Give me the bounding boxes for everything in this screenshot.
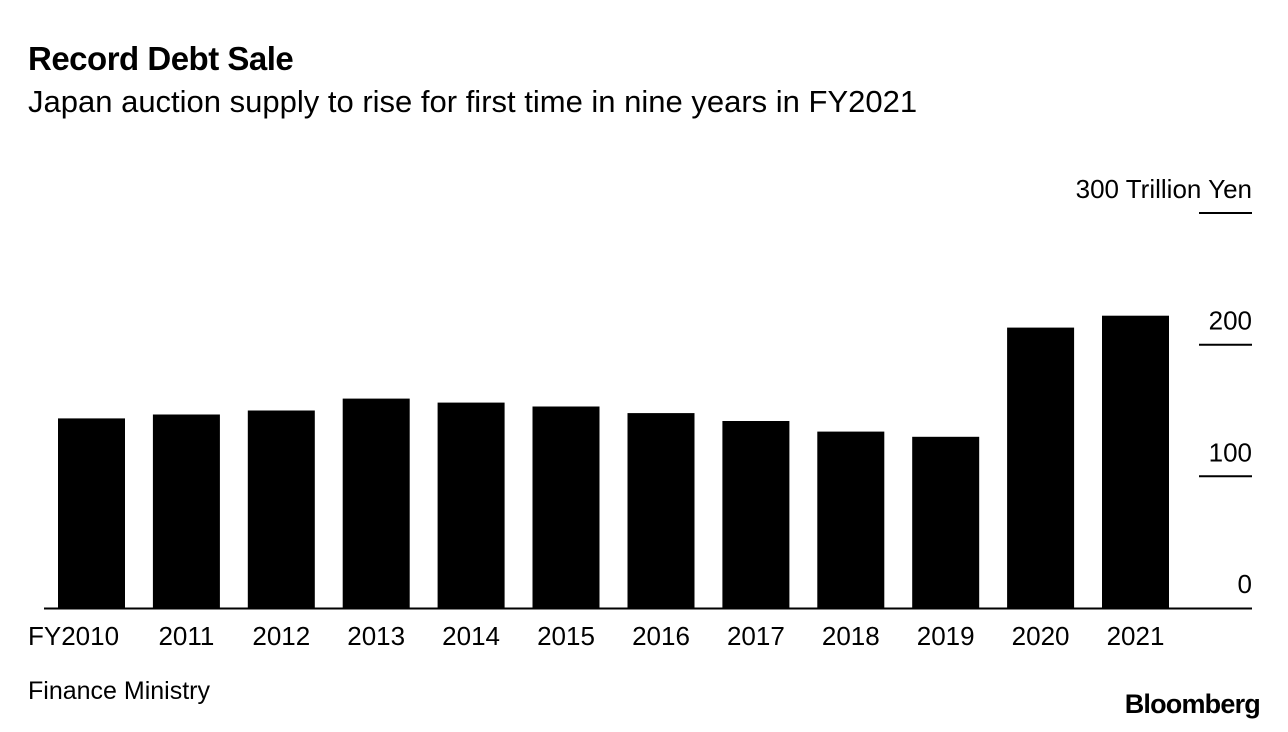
bar-2020 bbox=[1007, 327, 1075, 608]
x-axis: FY2010 2011 2012 2013 2014 2015 2016 2017 2018 20… bbox=[28, 607, 1252, 651]
y-tick-label: 0 bbox=[1238, 569, 1252, 599]
bar-2018 bbox=[817, 431, 885, 608]
chart-title: Record Debt Sale bbox=[28, 40, 294, 77]
x-tick-label: 2016 bbox=[632, 621, 690, 651]
x-tick-label: 2013 bbox=[347, 621, 405, 651]
bar-2016 bbox=[627, 413, 695, 608]
y-tick-label: 100 bbox=[1209, 437, 1252, 467]
x-tick-label: 2012 bbox=[252, 621, 310, 651]
x-tick-label: 2021 bbox=[1107, 621, 1165, 651]
chart-subtitle: Japan auction supply to rise for first t… bbox=[28, 84, 918, 119]
bloomberg-logo: Bloomberg bbox=[1124, 689, 1261, 719]
bars-group bbox=[58, 315, 1169, 608]
bar-2015 bbox=[532, 406, 600, 608]
y-tick-label: 300 Trillion Yen bbox=[1076, 174, 1252, 204]
x-tick-label: 2019 bbox=[917, 621, 975, 651]
bar-2021 bbox=[1102, 315, 1169, 608]
x-tick-label: 2011 bbox=[158, 621, 214, 651]
bar-2013 bbox=[342, 398, 410, 608]
bar-2014 bbox=[437, 402, 505, 608]
bar-2017 bbox=[722, 421, 790, 608]
x-tick-label: 2015 bbox=[537, 621, 595, 651]
x-tick-label: FY2010 bbox=[28, 621, 119, 651]
source-note: Finance Ministry bbox=[28, 677, 210, 705]
bar-2012 bbox=[247, 410, 315, 608]
bar-2011 bbox=[152, 414, 220, 608]
bar-2019 bbox=[912, 436, 980, 608]
x-tick-label: 2017 bbox=[727, 621, 785, 651]
y-tick-label: 200 bbox=[1209, 306, 1252, 336]
y-axis: 0 100 200 300 Trillion Yen bbox=[1076, 174, 1252, 599]
bar-fy2010 bbox=[58, 418, 125, 608]
x-tick-label: 2018 bbox=[822, 621, 880, 651]
x-tick-label: 2020 bbox=[1012, 621, 1070, 651]
x-tick-label: 2014 bbox=[442, 621, 500, 651]
